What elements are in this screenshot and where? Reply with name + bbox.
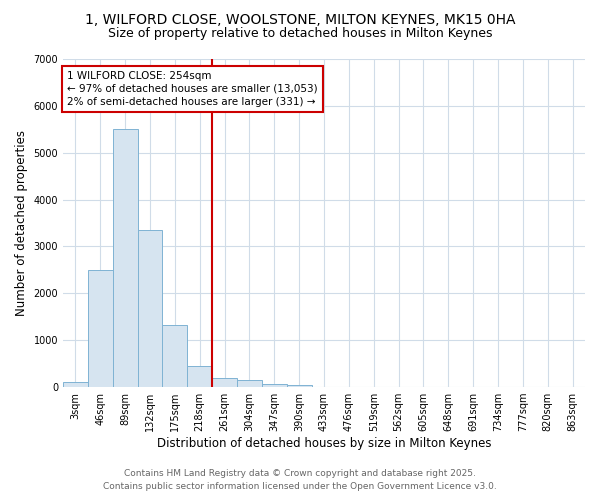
Bar: [88, 270, 113, 387]
Text: 1, WILFORD CLOSE, WOOLSTONE, MILTON KEYNES, MK15 0HA: 1, WILFORD CLOSE, WOOLSTONE, MILTON KEYN…: [85, 12, 515, 26]
Y-axis label: Number of detached properties: Number of detached properties: [15, 130, 28, 316]
Bar: [187, 366, 212, 387]
Bar: [63, 382, 88, 387]
Bar: [262, 384, 287, 387]
Text: Contains HM Land Registry data © Crown copyright and database right 2025.
Contai: Contains HM Land Registry data © Crown c…: [103, 470, 497, 491]
Bar: [113, 130, 137, 387]
Bar: [237, 380, 262, 387]
Bar: [163, 324, 187, 387]
Bar: [287, 385, 311, 387]
Text: 1 WILFORD CLOSE: 254sqm
← 97% of detached houses are smaller (13,053)
2% of semi: 1 WILFORD CLOSE: 254sqm ← 97% of detache…: [67, 70, 317, 107]
Bar: [137, 230, 163, 387]
X-axis label: Distribution of detached houses by size in Milton Keynes: Distribution of detached houses by size …: [157, 437, 491, 450]
Text: Size of property relative to detached houses in Milton Keynes: Size of property relative to detached ho…: [108, 28, 492, 40]
Bar: [212, 378, 237, 387]
